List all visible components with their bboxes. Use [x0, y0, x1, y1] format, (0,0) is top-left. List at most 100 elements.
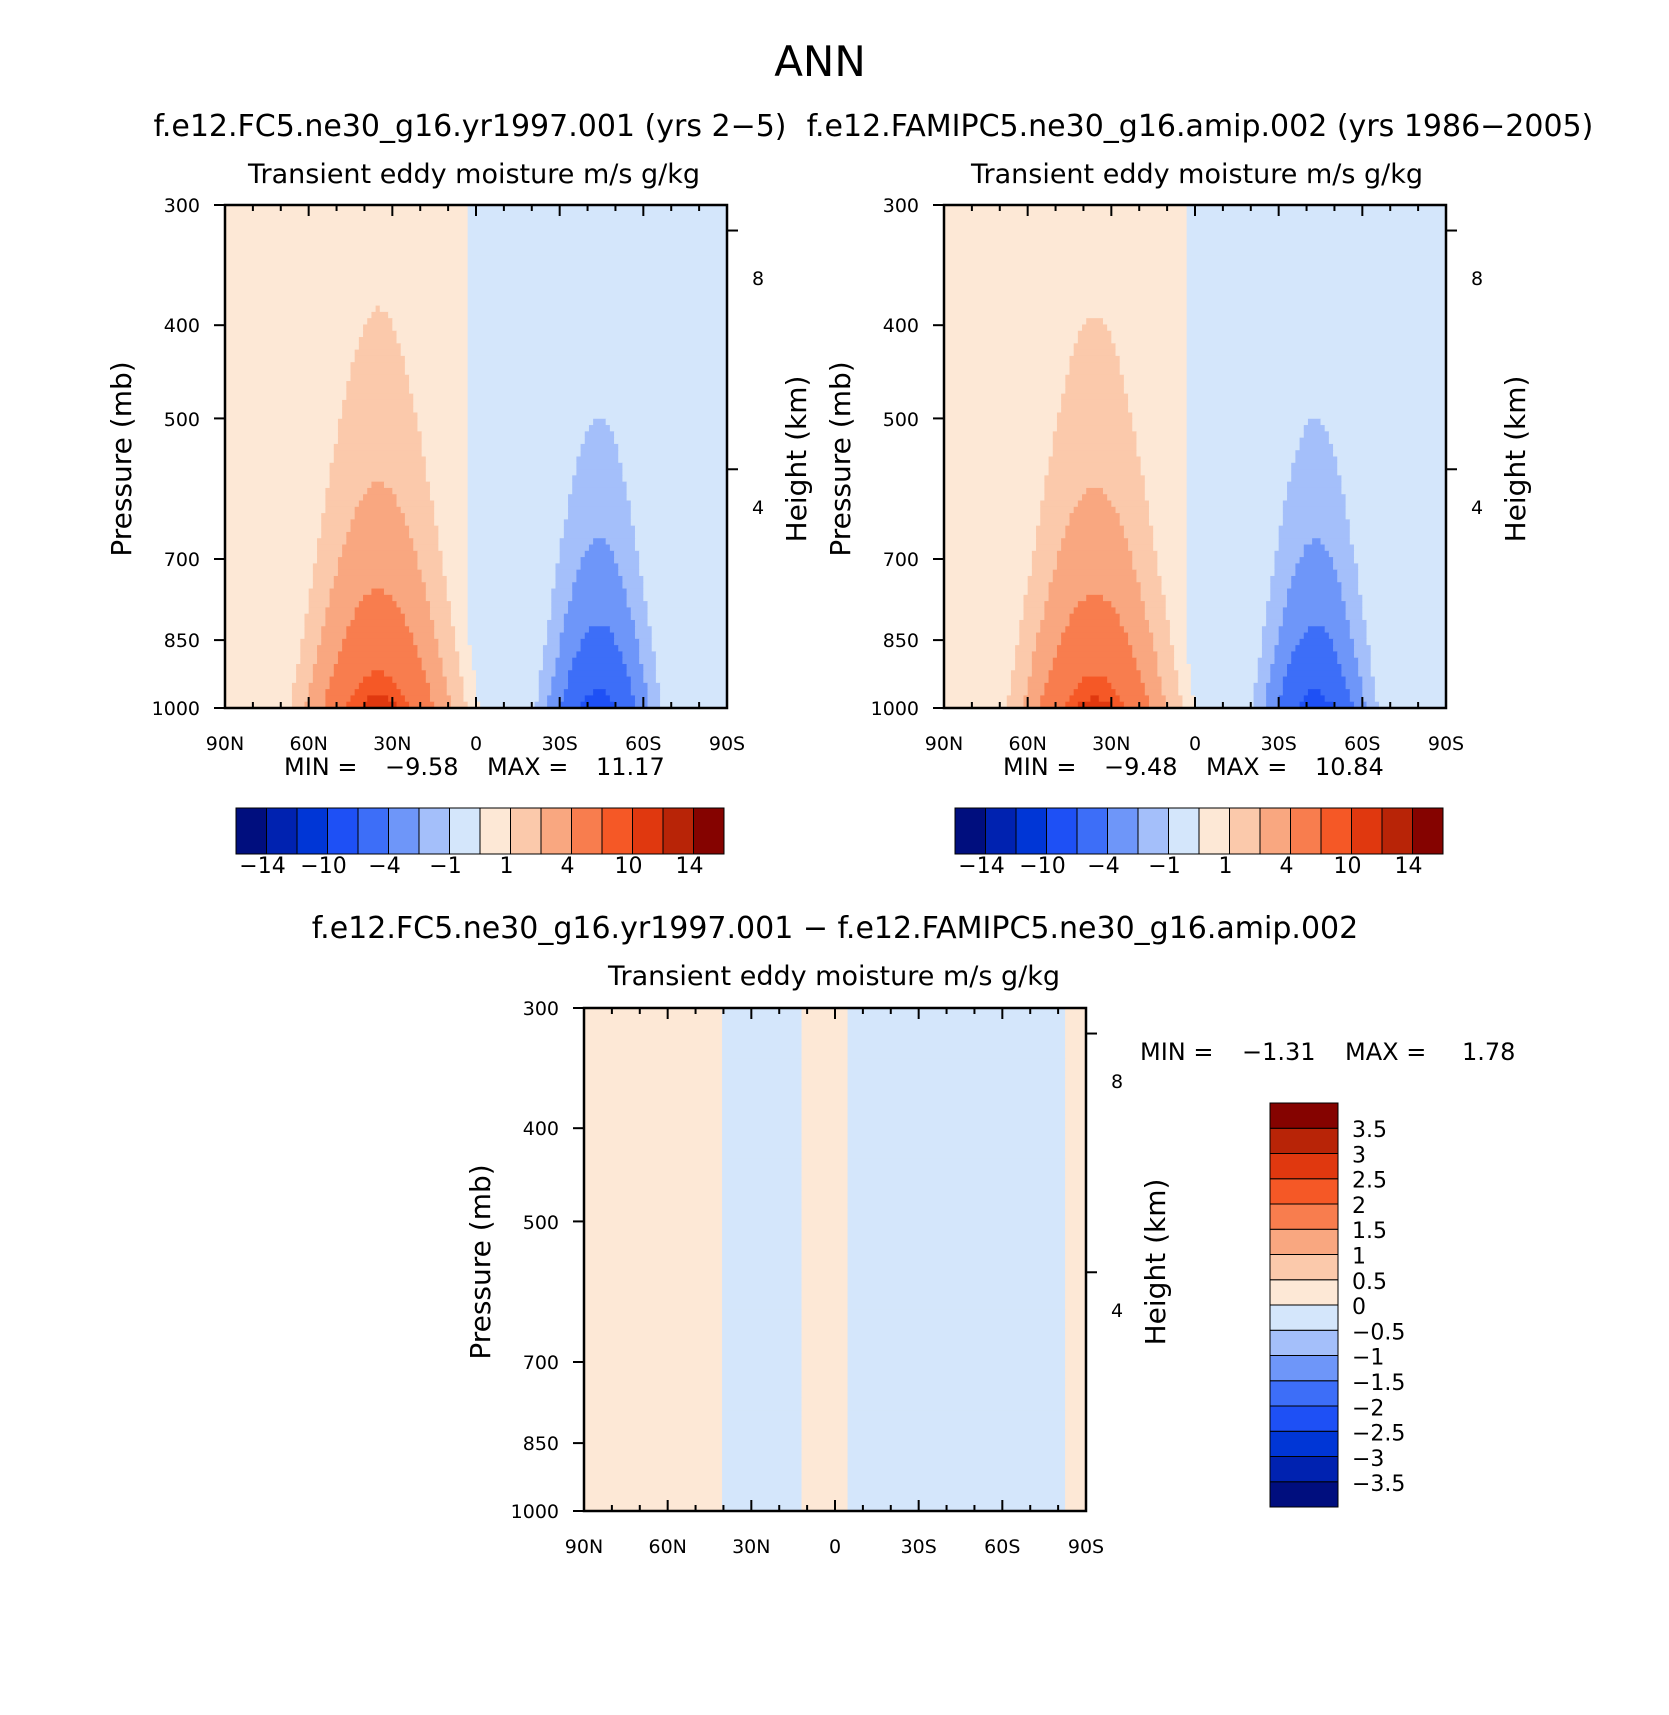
- contour-cell: [1362, 689, 1376, 697]
- contour-cell: [1144, 689, 1163, 697]
- contour-cell: [467, 305, 728, 313]
- contour-cell: [801, 1246, 849, 1254]
- contour-cell: [1136, 657, 1158, 665]
- contour-cell: [1065, 1322, 1087, 1330]
- contour-cell: [321, 626, 347, 634]
- contour-cell: [722, 1272, 803, 1279]
- contour-cell: [584, 1096, 723, 1103]
- contour-cell: [1186, 349, 1447, 357]
- contour-cell: [538, 682, 552, 690]
- contour-cell: [467, 569, 557, 577]
- contour-cell: [1115, 506, 1150, 514]
- contour-cell: [471, 651, 544, 659]
- colorbar-label: −10: [300, 854, 346, 879]
- contour-cell: [1270, 676, 1284, 684]
- contour-cell: [847, 1083, 1066, 1091]
- contour-cell: [944, 223, 1188, 231]
- contour-cell: [1065, 1215, 1087, 1223]
- contour-cell: [1161, 575, 1188, 583]
- contour-cell: [1153, 538, 1188, 546]
- contour-cell: [392, 676, 427, 684]
- contour-cell: [1061, 393, 1129, 401]
- y-right-tick-label: 8: [752, 268, 764, 290]
- contour-cell: [329, 469, 427, 476]
- contour-cell: [467, 450, 582, 458]
- contour-cell: [559, 638, 582, 646]
- colorbar-label: −14: [239, 854, 285, 879]
- contour-cell: [559, 645, 582, 653]
- contour-cell: [1065, 1014, 1087, 1022]
- contour-cell: [1186, 330, 1447, 338]
- contour-cell: [225, 506, 326, 514]
- colorbar-label: −2.5: [1352, 1422, 1405, 1447]
- contour-cell: [801, 1026, 849, 1034]
- colorbar-label: 1: [500, 854, 514, 879]
- contour-cell: [467, 293, 728, 300]
- contour-cell: [1065, 387, 1125, 395]
- contour-cell: [551, 594, 573, 602]
- contour-cell: [622, 475, 728, 483]
- contour-cell: [400, 349, 469, 357]
- contour-cell: [367, 318, 393, 326]
- contour-cell: [325, 613, 356, 621]
- contour-cell: [1111, 601, 1146, 608]
- contour-cell: [388, 695, 406, 703]
- contour-cell: [584, 1058, 723, 1066]
- contour-cell: [467, 462, 577, 470]
- contour-cell: [1186, 645, 1263, 653]
- contour-cell: [321, 638, 343, 646]
- contour-cell: [563, 531, 636, 539]
- contour-cell: [1019, 626, 1041, 634]
- contour-cell: [660, 695, 728, 703]
- contour-cell: [1065, 1039, 1087, 1047]
- contour-cell: [467, 475, 573, 483]
- contour-cell: [660, 682, 728, 690]
- contour-cell: [467, 387, 728, 395]
- contour-cell: [1036, 531, 1066, 539]
- contour-cell: [1186, 487, 1288, 495]
- contour-cell: [847, 1272, 1066, 1279]
- contour-cell: [1190, 670, 1259, 678]
- contour-cell: [1065, 1108, 1087, 1116]
- contour-cell: [1115, 689, 1146, 697]
- contour-cell: [467, 701, 481, 709]
- contour-cell: [333, 670, 373, 678]
- colorbar-swatch: [1269, 1481, 1339, 1508]
- contour-cell: [847, 1246, 1066, 1254]
- contour-cell: [847, 1347, 1066, 1355]
- contour-cell: [417, 645, 439, 653]
- contour-cell: [225, 670, 297, 678]
- contour-cell: [576, 569, 619, 577]
- contour-cell: [1115, 343, 1188, 351]
- colorbar-swatch: [1269, 1254, 1339, 1281]
- contour-cell: [404, 362, 469, 370]
- contour-cell: [722, 1171, 803, 1179]
- contour-cell: [559, 550, 586, 558]
- contour-cell: [801, 1309, 849, 1317]
- contour-cell: [801, 1020, 849, 1028]
- contour-cell: [1065, 1397, 1087, 1405]
- contour-cell: [1065, 1070, 1087, 1078]
- contour-cell: [1061, 538, 1129, 546]
- contour-cell: [1358, 575, 1447, 583]
- contour-cell: [584, 1108, 723, 1116]
- contour-cell: [476, 682, 540, 690]
- contour-cell: [1082, 676, 1108, 684]
- colorbar-swatch: [1269, 1380, 1339, 1407]
- panel-difference-run-title: f.e12.FC5.ne30_g16.yr1997.001 − f.e12.FA…: [312, 911, 1358, 946]
- contour-cell: [1174, 657, 1188, 665]
- contour-cell: [584, 1353, 723, 1361]
- y-tick-label: 300: [164, 195, 200, 217]
- contour-cell: [801, 1209, 849, 1217]
- contour-cell: [1362, 594, 1447, 602]
- contour-cell: [1040, 695, 1071, 703]
- contour-cell: [1056, 418, 1133, 426]
- contour-cell: [1065, 1158, 1087, 1166]
- contour-cell: [363, 494, 398, 502]
- contour-cell: [1186, 443, 1301, 451]
- contour-cell: [801, 1165, 849, 1173]
- contour-cell: [722, 1498, 803, 1506]
- contour-cell: [722, 1158, 803, 1166]
- contour-cell: [1132, 557, 1158, 564]
- contour-cell: [346, 393, 414, 401]
